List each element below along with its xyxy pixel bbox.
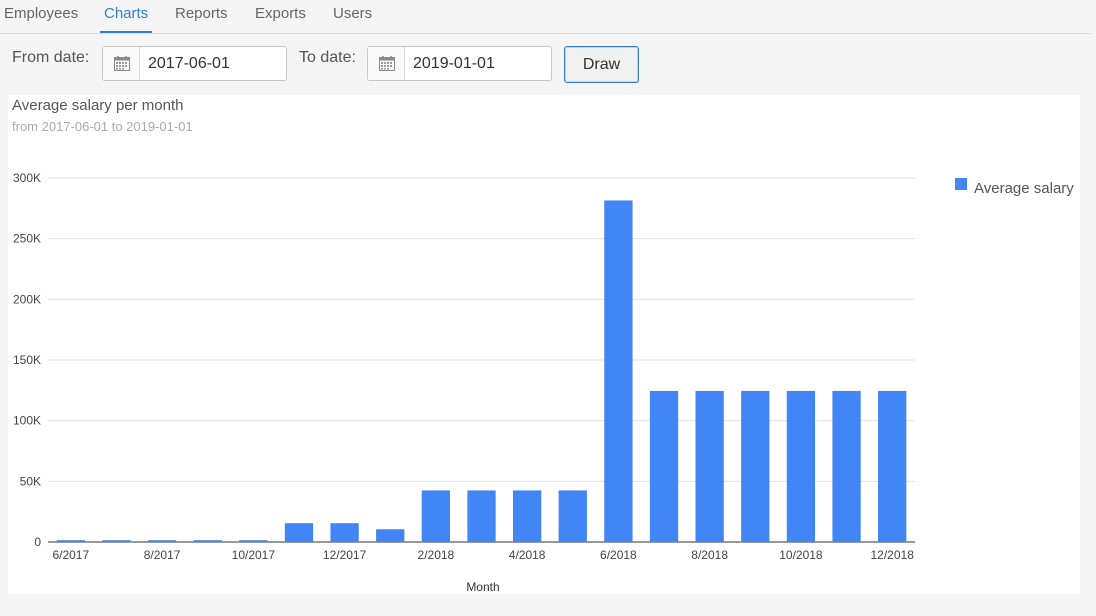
from-date-input[interactable] [140, 47, 286, 80]
y-tick-label: 250K [13, 232, 41, 246]
bar-1/2018[interactable] [376, 529, 405, 542]
bar-3/2018[interactable] [467, 490, 496, 542]
to-date-input[interactable] [405, 47, 551, 80]
grid-lines [48, 177, 915, 543]
x-tick-label: 8/2018 [691, 548, 728, 562]
to-date-label: To date: [299, 49, 356, 66]
bar-11/2018[interactable] [832, 390, 861, 542]
tab-users[interactable]: Users [333, 5, 373, 22]
calendar-icon[interactable] [368, 47, 405, 80]
chart-title: Average salary per month [12, 97, 183, 114]
bar-10/2018[interactable] [786, 390, 816, 542]
y-tick-label: 0 [34, 535, 41, 549]
x-tick-label: 12/2017 [323, 548, 367, 562]
nav-tabs: Employees Charts Reports Exports Users [0, 0, 1092, 34]
to-date-field [367, 46, 552, 81]
bar-9/2017[interactable] [193, 540, 222, 542]
tab-reports[interactable]: Reports [175, 5, 228, 22]
x-tick-label: 6/2018 [600, 548, 637, 562]
bar-9/2018[interactable] [741, 390, 770, 542]
y-tick-label: 300K [13, 171, 41, 185]
calendar-icon[interactable] [103, 47, 140, 80]
tab-exports[interactable]: Exports [255, 5, 306, 22]
x-tick-label: 4/2018 [509, 548, 546, 562]
y-axis-ticks: 0 50K 100K 150K 200K 250K 300K [13, 171, 41, 549]
from-date-field [102, 46, 287, 81]
x-tick-label: 12/2018 [870, 548, 914, 562]
salary-bar-chart: Average salary per month from 2017-06-01… [12, 97, 1074, 594]
x-tick-label: 10/2018 [779, 548, 823, 562]
bar-8/2018[interactable] [695, 390, 724, 542]
chart-panel: Average salary per month from 2017-06-01… [8, 95, 1080, 594]
y-tick-label: 200K [13, 292, 41, 306]
x-tick-label: 8/2017 [144, 548, 181, 562]
y-tick-label: 50K [20, 474, 41, 488]
y-tick-label: 150K [13, 353, 41, 367]
x-axis-ticks: 6/2017 8/2017 10/2017 12/2017 2/2018 4/2018 6/… [52, 548, 914, 562]
bar-series [56, 200, 907, 542]
bar-8/2017[interactable] [147, 540, 177, 542]
x-tick-label: 10/2017 [232, 548, 276, 562]
bar-7/2018[interactable] [649, 390, 679, 542]
bar-6/2018[interactable] [604, 200, 633, 542]
from-date-label: From date: [12, 49, 90, 66]
legend-label[interactable]: Average salary [974, 180, 1074, 197]
y-tick-label: 100K [13, 414, 41, 428]
bar-6/2017[interactable] [56, 540, 85, 542]
chart-subtitle: from 2017-06-01 to 2019-01-01 [12, 119, 193, 134]
bar-10/2017[interactable] [239, 540, 268, 542]
bar-4/2018[interactable] [512, 490, 542, 542]
x-tick-label: 2/2018 [418, 548, 455, 562]
bar-5/2018[interactable] [558, 490, 587, 542]
legend-swatch[interactable] [955, 178, 967, 190]
x-tick-label: 6/2017 [52, 548, 89, 562]
tab-employees[interactable]: Employees [4, 5, 79, 22]
bar-7/2017[interactable] [102, 540, 131, 542]
draw-button[interactable]: Draw [564, 46, 639, 83]
bar-11/2017[interactable] [284, 523, 314, 542]
tab-charts[interactable]: Charts [100, 0, 153, 33]
bar-12/2017[interactable] [330, 523, 359, 542]
bar-12/2018[interactable] [878, 390, 907, 542]
x-axis-title: Month [466, 580, 499, 594]
bar-2/2018[interactable] [421, 490, 451, 542]
